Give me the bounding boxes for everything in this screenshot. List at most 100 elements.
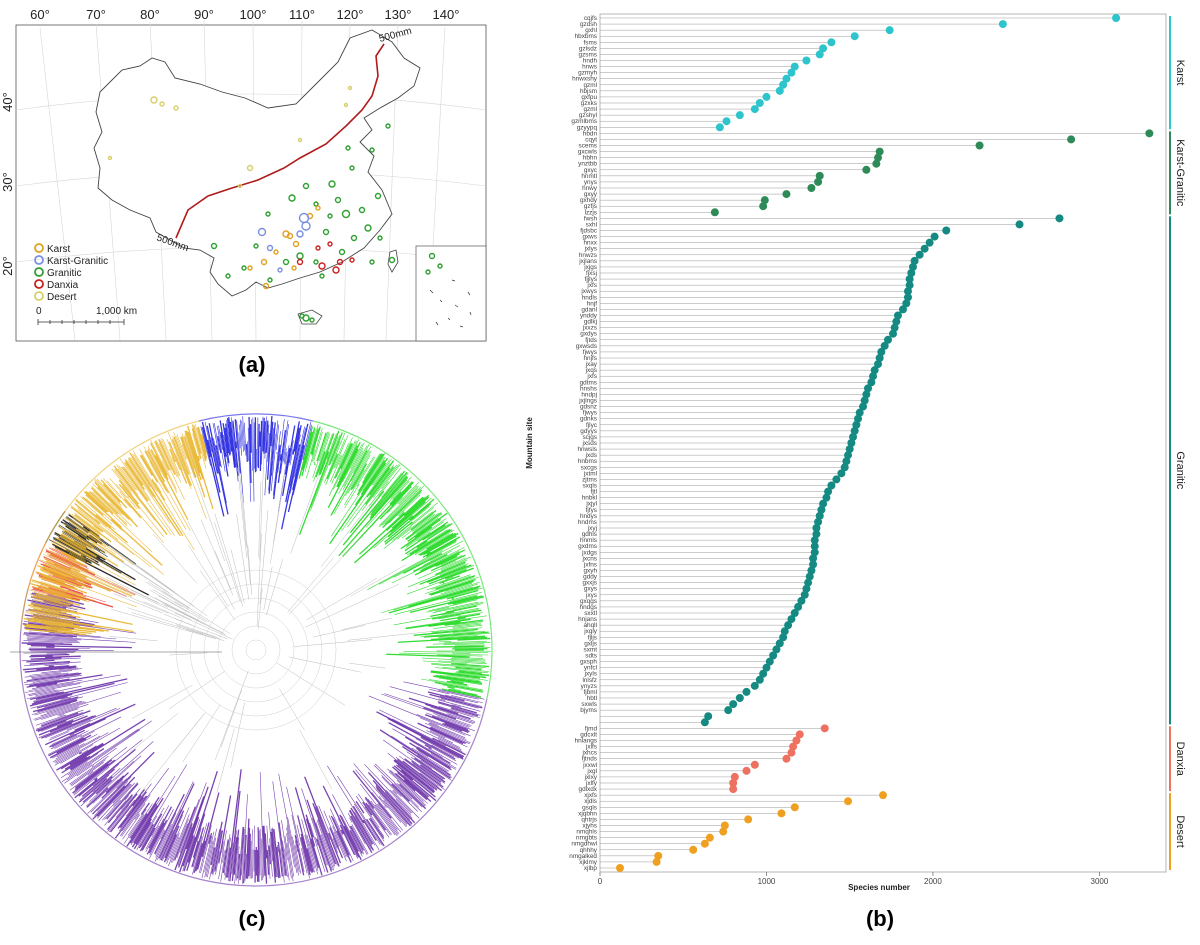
tree-internal-branch xyxy=(132,685,192,718)
tree-tip-branch xyxy=(404,652,488,653)
data-point xyxy=(719,828,727,836)
lon-label: 70° xyxy=(86,7,106,22)
x-axis-title: Species number xyxy=(848,883,910,892)
tree-tip-branch xyxy=(306,815,313,838)
data-point xyxy=(821,724,829,732)
tree-tip-branch xyxy=(300,431,339,535)
tree-ring xyxy=(232,626,280,674)
tree-internal-branch xyxy=(214,522,240,602)
tree-tip-branch xyxy=(431,753,456,768)
data-point xyxy=(744,815,752,823)
data-point xyxy=(751,761,759,769)
tree-internal-branch xyxy=(173,714,204,753)
data-point xyxy=(762,93,770,101)
data-point xyxy=(653,858,661,866)
tree-internal-branch xyxy=(141,568,175,592)
data-point xyxy=(1055,214,1063,222)
site-label: bjyms xyxy=(580,707,597,714)
tree-internal-branch xyxy=(129,713,178,753)
tree-internal-branch xyxy=(238,468,247,558)
group-label: Karst-Granitic xyxy=(1174,139,1186,207)
tree-internal-branch xyxy=(170,653,208,655)
data-point xyxy=(886,26,894,34)
map-lat-labels: 40° 30° 20° xyxy=(0,92,15,276)
data-point xyxy=(729,785,737,793)
tree-internal-branch xyxy=(114,594,163,613)
lon-label: 120° xyxy=(337,7,364,22)
lon-label: 110° xyxy=(289,7,315,22)
lat-label: 20° xyxy=(0,256,15,276)
data-point xyxy=(791,803,799,811)
tree-tip-branch xyxy=(452,598,454,599)
panel-label-c: (c) xyxy=(239,906,266,931)
legend-label: Granitic xyxy=(47,268,81,279)
south-sea-inset xyxy=(416,246,486,341)
tree-internal-branch xyxy=(217,729,234,793)
tree-tip-branch xyxy=(439,641,452,642)
tree-internal-branch xyxy=(109,636,158,641)
legend-label: Danxia xyxy=(47,280,79,291)
tree-tip-branch xyxy=(29,656,52,657)
y-axis-title: Mountain site xyxy=(525,417,534,469)
x-tick-label: 0 xyxy=(598,877,603,886)
tree-tip-branch xyxy=(120,797,143,827)
tree-tip-branch xyxy=(250,424,251,453)
tree-internal-branch xyxy=(237,442,247,548)
lollipop-chart: cqjfsgzdshgxhlhbxbmsfsmsgzlsdzgzsmshndhh… xyxy=(525,14,1186,892)
tree-tip-branch xyxy=(92,766,94,767)
data-point xyxy=(701,718,709,726)
data-point xyxy=(1067,135,1075,143)
data-point xyxy=(723,117,731,125)
tree-tip-branch xyxy=(258,827,259,882)
tree-tip-branch xyxy=(455,645,485,646)
data-point xyxy=(1112,14,1120,22)
tree-internal-branch xyxy=(279,689,304,731)
tree-internal-branch xyxy=(188,521,235,610)
x-tick-label: 1000 xyxy=(758,877,776,886)
lon-label: 140° xyxy=(433,7,460,22)
tree-tip-branch xyxy=(455,667,481,669)
tree-internal-branch xyxy=(266,559,282,615)
tree-internal-branch xyxy=(299,730,331,789)
tree-internal-branch xyxy=(191,465,225,561)
lon-label: 130° xyxy=(385,7,412,22)
legend-label: Karst-Granitic xyxy=(47,256,108,267)
tree-tip-branch xyxy=(140,449,187,529)
scale-zero: 0 xyxy=(36,306,42,317)
data-point xyxy=(1145,129,1153,137)
tree-tip-branch xyxy=(141,803,149,815)
lat-label: 40° xyxy=(0,92,15,112)
tree-tip-branch xyxy=(90,491,113,513)
tree-internal-branch xyxy=(129,561,207,616)
tree-ring xyxy=(204,598,308,702)
data-point xyxy=(759,202,767,210)
tree-internal-branch xyxy=(294,640,373,647)
data-point xyxy=(851,32,859,40)
group-label: Danxia xyxy=(1174,742,1186,777)
tree-tip-branch xyxy=(244,423,246,456)
tree-internal-branch xyxy=(270,480,284,564)
data-point xyxy=(807,184,815,192)
tree-internal-branch xyxy=(148,581,190,607)
panel-label-a: (a) xyxy=(239,352,266,377)
tree-tip-branch xyxy=(239,425,241,456)
tree-internal-branch xyxy=(348,631,433,640)
tree-tip-branch xyxy=(23,652,74,653)
tree-tip-branch xyxy=(252,419,253,471)
tree-tip-branch xyxy=(258,424,259,468)
tree-internal-branch xyxy=(343,618,392,630)
data-point xyxy=(724,706,732,714)
data-point xyxy=(742,767,750,775)
tree-internal-branch xyxy=(289,657,361,672)
data-point xyxy=(999,20,1007,28)
data-point xyxy=(1016,220,1024,228)
phylogeny-tree xyxy=(10,414,492,886)
tree-tip-branch xyxy=(253,418,254,502)
map-panel: 60° 70° 80° 90° 100° 110° 120° 130° 140°… xyxy=(0,7,486,341)
data-point xyxy=(751,682,759,690)
data-point xyxy=(736,111,744,119)
tree-internal-branch xyxy=(290,538,360,614)
group-label: Karst xyxy=(1174,60,1186,86)
tree-tip-branch xyxy=(260,829,261,881)
tree-tip-branch xyxy=(155,483,161,493)
